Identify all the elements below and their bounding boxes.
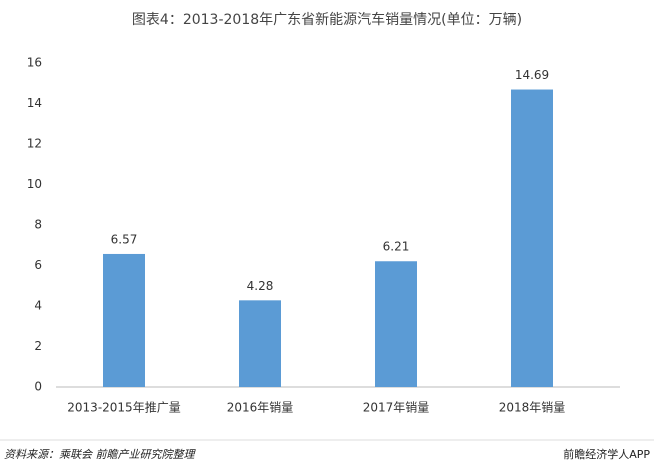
y-tick-label: 2 — [34, 339, 42, 353]
y-tick-label: 6 — [34, 258, 42, 272]
data-label: 14.69 — [515, 68, 549, 82]
source-note: 资料来源：乘联会 前瞻产业研究院整理 — [4, 448, 196, 461]
data-label: 4.28 — [247, 279, 274, 293]
data-label: 6.57 — [111, 232, 138, 246]
y-tick-label: 8 — [34, 218, 42, 232]
x-tick-label: 2017年销量 — [363, 401, 430, 415]
x-tick-label: 2013-2015年推广量 — [67, 401, 180, 415]
y-tick-label: 10 — [27, 177, 42, 191]
app-label: 前瞻经济学人APP — [563, 447, 650, 461]
data-label: 6.21 — [383, 240, 410, 254]
bar — [375, 261, 417, 387]
x-tick-label: 2018年销量 — [499, 401, 566, 415]
chart-title: 图表4：2013-2018年广东省新能源汽车销量情况(单位：万辆) — [132, 11, 522, 28]
bar — [103, 253, 145, 387]
bar — [239, 300, 281, 387]
y-tick-label: 12 — [27, 137, 42, 151]
y-tick-label: 0 — [34, 380, 42, 394]
y-tick-label: 4 — [34, 299, 42, 313]
y-tick-label: 16 — [27, 56, 42, 70]
y-tick-label: 14 — [27, 96, 42, 110]
bar — [511, 89, 553, 387]
x-tick-label: 2016年销量 — [227, 401, 294, 415]
